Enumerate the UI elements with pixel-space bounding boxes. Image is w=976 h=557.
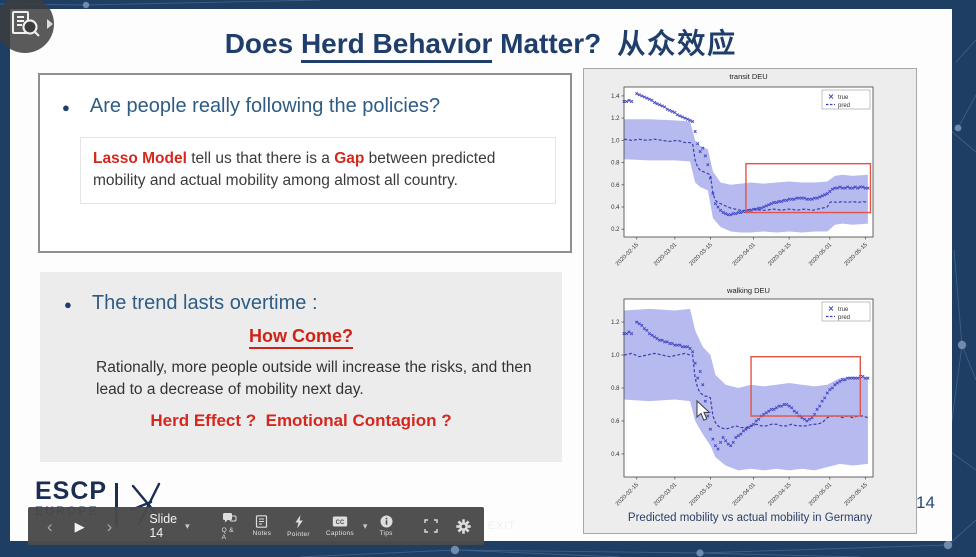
title-underlined: Herd Behavior <box>300 28 493 63</box>
svg-text:0.6: 0.6 <box>611 183 620 189</box>
bullet-icon: ● <box>64 297 72 312</box>
note-text-rest: between predicted mobility and actual mo… <box>93 150 496 190</box>
pointer-lightning-icon <box>295 514 303 528</box>
previous-slide-button[interactable]: ‹ <box>47 516 53 536</box>
lasso-model-label: Lasso Model <box>93 150 187 167</box>
svg-text:0.4: 0.4 <box>611 452 620 458</box>
walking-chart: 0.4 0.6 0.8 1.0 1.2 2020-02-15 2020-03-01 2020-… <box>584 285 916 511</box>
title-suffix: Matter? <box>492 28 602 59</box>
bullet-icon: ● <box>62 100 70 115</box>
policies-question: Are people really following the policies… <box>89 95 441 117</box>
svg-text:2020-03-01: 2020-03-01 <box>653 482 678 507</box>
play-button[interactable]: ▶ <box>74 518 85 534</box>
gap-label: Gap <box>334 150 365 167</box>
presentation-slide: Does Herd Behavior Matter? 从众效应 ● Are peo… <box>10 9 952 541</box>
settings-button[interactable] <box>456 518 471 534</box>
herd-effect-question: Herd Effect ? Emotional Contagion ? <box>150 411 452 431</box>
fullscreen-button[interactable] <box>424 519 438 533</box>
slide-number-dropdown[interactable]: Slide 14 <box>149 512 178 540</box>
svg-text:2020-02-15: 2020-02-15 <box>615 242 640 267</box>
notes-button[interactable]: Notes <box>253 515 271 537</box>
fullscreen-icon <box>424 519 438 533</box>
svg-text:0.6: 0.6 <box>611 419 620 425</box>
svg-text:walking DEU: walking DEU <box>726 286 770 295</box>
mouse-cursor <box>696 399 714 429</box>
svg-text:1.4: 1.4 <box>611 94 620 100</box>
trend-statement: The trend lasts overtime : <box>91 292 318 314</box>
qa-chat-icon <box>222 512 237 522</box>
svg-text:2020-04-01: 2020-04-01 <box>732 482 757 507</box>
svg-text:1.2: 1.2 <box>611 116 620 122</box>
svg-text:0.8: 0.8 <box>611 161 620 167</box>
svg-text:2020-03-01: 2020-03-01 <box>653 242 678 267</box>
trend-box: ● The trend lasts overtime : How Come? R… <box>40 272 562 462</box>
svg-text:2020-05-15: 2020-05-15 <box>844 242 869 267</box>
svg-text:transit DEU: transit DEU <box>729 72 767 81</box>
svg-text:2020-02-15: 2020-02-15 <box>615 482 640 507</box>
svg-text:pred: pred <box>838 315 850 321</box>
captions-cc-icon: CC <box>332 516 348 527</box>
tips-button[interactable]: Tips <box>379 515 392 537</box>
slide-title: Does Herd Behavior Matter? 从众效应 <box>10 22 952 63</box>
chevron-down-icon[interactable]: ▾ <box>185 520 190 531</box>
svg-text:2020-05-01: 2020-05-01 <box>808 482 833 507</box>
expand-arrow-icon <box>47 19 53 29</box>
tips-label: Tips <box>379 530 393 537</box>
svg-text:1.0: 1.0 <box>611 138 620 144</box>
captions-label: Captions <box>325 530 354 537</box>
pointer-label: Pointer <box>287 530 310 538</box>
qa-button[interactable]: Q & A <box>222 512 237 541</box>
lasso-note-box: Lasso Model tell us that there is a Gap … <box>80 137 556 204</box>
svg-text:CC: CC <box>336 520 345 526</box>
svg-text:2020-05-01: 2020-05-01 <box>808 242 833 267</box>
note-text-mid: tell us that there is a <box>186 150 335 167</box>
title-prefix: Does <box>224 28 301 59</box>
svg-text:true: true <box>838 307 849 313</box>
settings-gear-icon <box>456 518 471 534</box>
svg-text:2020-04-15: 2020-04-15 <box>767 482 792 507</box>
next-slide-button[interactable]: › <box>106 516 113 536</box>
presenter-toolbar: ‹ ▶ › Slide 14 ▾ Q & A Notes Pointer CC <box>28 507 515 545</box>
exit-button[interactable]: EXIT <box>487 520 517 532</box>
zoom-tool-bubble[interactable] <box>0 0 60 64</box>
charts-panel: 0.2 0.4 0.6 0.8 1.0 1.2 1.4 2020-02-15 2020-03-0… <box>583 68 917 534</box>
svg-text:2020-03-15: 2020-03-15 <box>689 242 714 267</box>
notes-label: Notes <box>252 530 272 537</box>
svg-text:2020-04-15: 2020-04-15 <box>767 242 792 267</box>
page-number: 14 <box>916 493 935 512</box>
svg-text:true: true <box>838 95 849 101</box>
svg-text:2020-05-15: 2020-05-15 <box>844 482 869 507</box>
charts-caption: Predicted mobility vs actual mobility in… <box>627 512 873 524</box>
captions-button[interactable]: CC Captions <box>326 515 354 537</box>
svg-text:pred: pred <box>838 103 850 109</box>
pointer-button[interactable]: Pointer <box>287 514 310 538</box>
svg-text:0.2: 0.2 <box>611 227 620 233</box>
title-chinese: 从众效应 <box>617 28 738 59</box>
svg-text:0.8: 0.8 <box>611 386 620 392</box>
svg-text:1.0: 1.0 <box>611 353 620 359</box>
svg-text:2020-03-15: 2020-03-15 <box>689 482 714 507</box>
transit-chart: 0.2 0.4 0.6 0.8 1.0 1.2 1.4 2020-02-15 2020-03-0… <box>584 69 916 285</box>
logo-escp-text: ESCP <box>35 477 108 505</box>
rationale-paragraph: Rationally, more people outside will inc… <box>96 359 532 398</box>
svg-text:1.2: 1.2 <box>611 320 620 326</box>
svg-text:0.4: 0.4 <box>611 205 620 211</box>
captions-caret-icon[interactable]: ▾ <box>362 521 368 531</box>
qa-label: Q & A <box>221 526 234 541</box>
document-search-icon <box>12 11 40 37</box>
policies-box: ● Are people really following the polici… <box>38 73 572 253</box>
logo-divider <box>115 483 118 527</box>
notes-icon <box>256 515 268 528</box>
how-come-heading: How Come? <box>40 326 562 349</box>
svg-text:2020-04-01: 2020-04-01 <box>732 242 757 267</box>
tips-info-icon <box>380 515 393 528</box>
